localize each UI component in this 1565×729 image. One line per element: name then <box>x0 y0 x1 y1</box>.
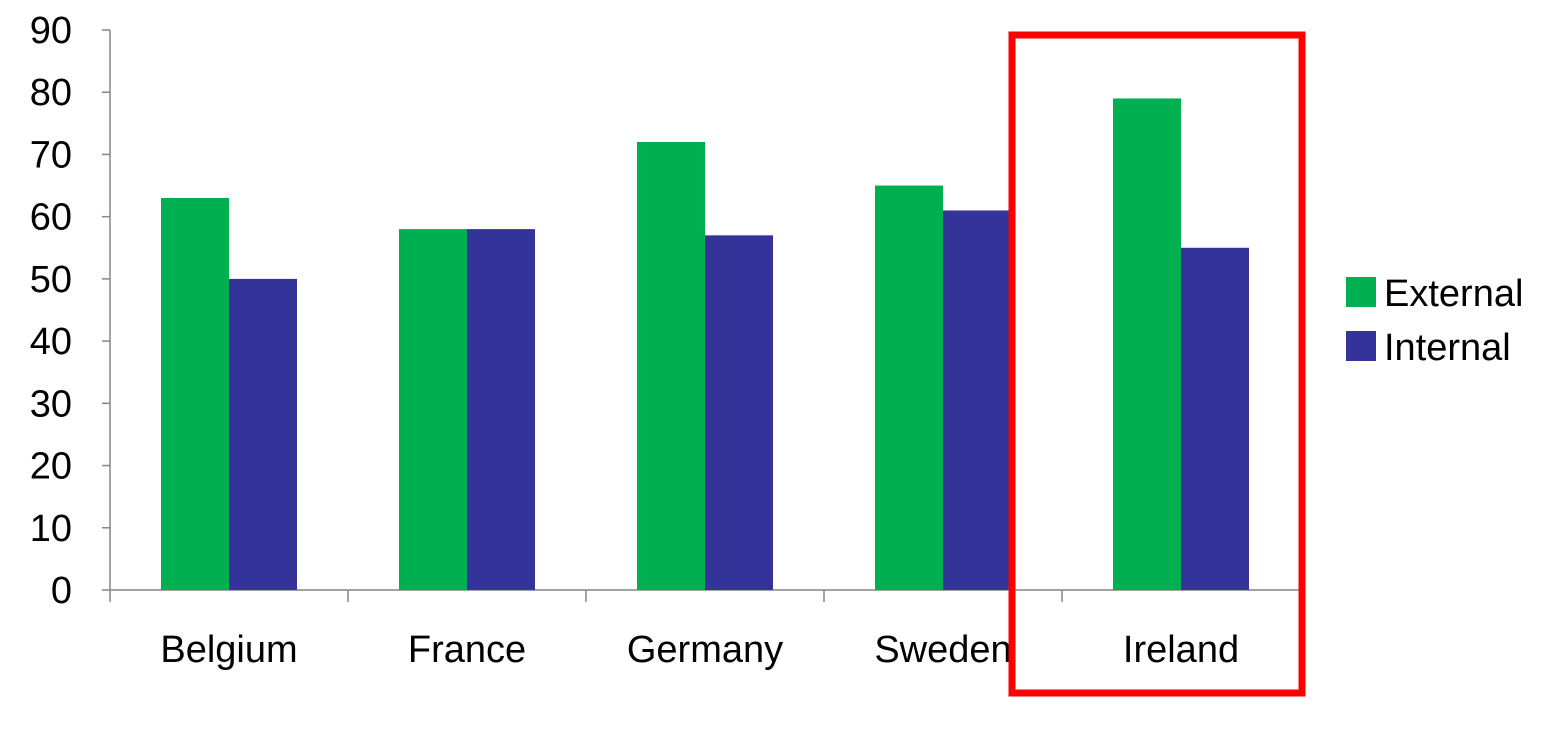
bars <box>161 98 1249 591</box>
x-tick-label: Ireland <box>1123 629 1239 671</box>
bar-internal-france <box>467 229 535 590</box>
x-axis: Belgium France Germany Sweden Ireland <box>109 589 1301 671</box>
y-tick-label: 40 <box>30 321 72 363</box>
bar-external-sweden <box>875 185 943 591</box>
bar-internal-sweden <box>943 210 1011 590</box>
y-tick-label: 30 <box>30 383 72 425</box>
legend-label-external: External <box>1384 273 1523 315</box>
legend-swatch-internal <box>1346 331 1376 361</box>
y-tick-label: 70 <box>30 134 72 176</box>
x-tick-label: Germany <box>627 629 783 671</box>
y-tick-label: 60 <box>30 197 72 239</box>
highlight-box <box>1008 31 1306 697</box>
y-tick-label: 50 <box>30 259 72 301</box>
bar-external-ireland <box>1113 98 1181 590</box>
bar-external-belgium <box>161 198 229 590</box>
legend-label-internal: Internal <box>1384 327 1511 369</box>
legend: External Internal <box>1346 273 1523 369</box>
x-tick-label: Sweden <box>874 629 1011 671</box>
y-tick-label: 0 <box>51 570 72 612</box>
legend-swatch-external <box>1346 277 1376 307</box>
bar-internal-germany <box>705 235 773 591</box>
bar-internal-ireland <box>1181 247 1249 590</box>
y-axis: 0 10 20 30 40 50 60 70 80 90 <box>30 10 111 612</box>
bar-internal-belgium <box>229 278 297 590</box>
y-tick-label: 80 <box>30 72 72 114</box>
y-tick-label: 10 <box>30 508 72 550</box>
y-tick-label: 20 <box>30 446 72 488</box>
bar-external-germany <box>637 142 705 590</box>
y-tick-label: 90 <box>30 10 72 52</box>
bar-external-france <box>399 229 467 590</box>
x-tick-label: France <box>408 629 526 671</box>
x-tick-label: Belgium <box>160 629 297 671</box>
highlight-rectangle <box>1008 31 1306 697</box>
